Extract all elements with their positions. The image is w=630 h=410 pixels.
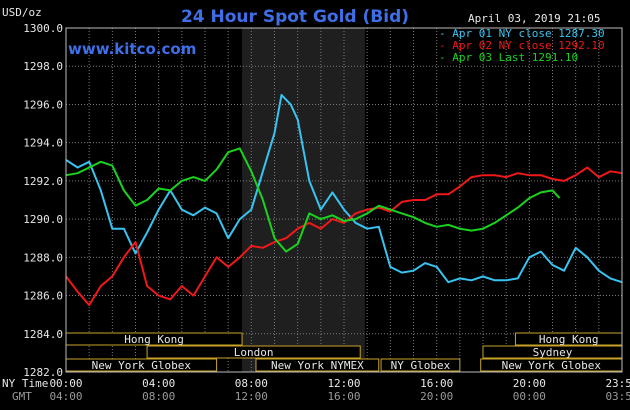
legend: - Apr 01 NY close 1287.30- Apr 02 NY clo… xyxy=(439,27,605,64)
market-session-bar xyxy=(255,358,380,372)
y-tick-label: 1286.0 xyxy=(23,290,63,303)
x-tick-label-ny: 08:00 xyxy=(235,377,268,390)
y-tick-label: 1296.0 xyxy=(23,98,63,111)
market-session-label: London xyxy=(234,346,274,359)
y-tick-label: 1282.0 xyxy=(23,366,63,379)
x-tick-label-gmt: 08:00 xyxy=(142,390,175,403)
x-tick-label-gmt: 16:00 xyxy=(327,390,360,403)
series-line-0 xyxy=(65,93,623,284)
market-session-bar xyxy=(146,345,361,359)
market-session-label: NY Globex xyxy=(391,359,451,372)
chart-title: 24 Hour Spot Gold (Bid) xyxy=(181,7,409,27)
x-tick-label-ny: 12:00 xyxy=(327,377,360,390)
x-axis-name-gmt: GMT xyxy=(12,390,32,403)
x-tick-label-gmt: 03:59 xyxy=(605,390,630,403)
x-tick-label-ny: 04:00 xyxy=(142,377,175,390)
y-tick-label: 1298.0 xyxy=(23,60,63,73)
x-tick-label-gmt: 12:00 xyxy=(235,390,268,403)
x-tick-label-ny: 23:59 xyxy=(605,377,630,390)
x-tick-label-gmt: 20:00 xyxy=(420,390,453,403)
brand-watermark: www.kitco.com xyxy=(68,40,196,58)
y-tick-label: 1292.0 xyxy=(23,175,63,188)
series-line-2 xyxy=(65,147,561,253)
market-session-label: New York Globex xyxy=(502,359,602,372)
y-tick-label: 1300.0 xyxy=(23,22,63,35)
x-tick-label-ny: 20:00 xyxy=(513,377,546,390)
series-line-1 xyxy=(65,166,623,307)
x-tick-label-gmt: 04:00 xyxy=(49,390,82,403)
y-tick-label: 1290.0 xyxy=(23,213,63,226)
y-tick-label: 1284.0 xyxy=(23,328,63,341)
plot-frame xyxy=(65,27,623,373)
market-session-label: Hong Kong xyxy=(124,333,184,346)
market-session-bar xyxy=(380,358,461,372)
x-tick-label-gmt: 00:00 xyxy=(513,390,546,403)
legend-entry: - Apr 03 Last 1291.10 xyxy=(439,51,578,64)
y-tick-label: 1288.0 xyxy=(23,251,63,264)
market-session-label: Hong Kong xyxy=(539,333,599,346)
market-session-label: New York NYMEX xyxy=(271,359,364,372)
legend-entry: - Apr 02 NY close 1292.10 xyxy=(439,39,605,52)
x-tick-label-ny: 00:00 xyxy=(49,377,82,390)
x-axis-name-ny: NY Time xyxy=(2,377,48,390)
x-tick-label-ny: 16:00 xyxy=(420,377,453,390)
shaded-session xyxy=(242,28,365,372)
market-session-label: New York Globex xyxy=(92,359,192,372)
timestamp: April 03, 2019 21:05 xyxy=(468,12,600,25)
y-tick-label: 1294.0 xyxy=(23,137,63,150)
market-session-label: Sydney xyxy=(533,346,573,359)
legend-entry: - Apr 01 NY close 1287.30 xyxy=(439,27,605,40)
y-axis-unit: USD/oz xyxy=(2,6,42,19)
